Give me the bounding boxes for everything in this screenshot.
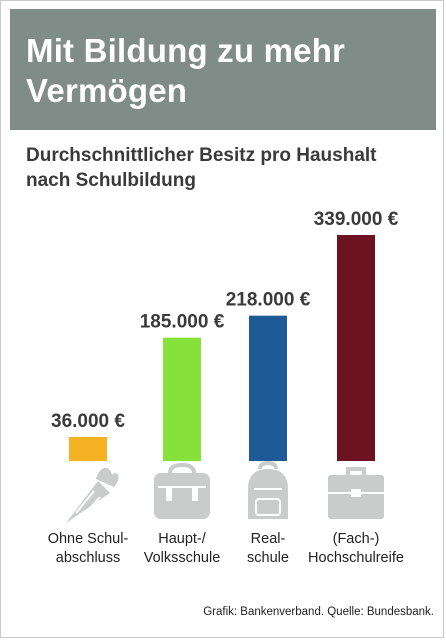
header-banner: Mit Bildung zu mehr Vermögen — [10, 9, 436, 130]
value-label-1: 36.000 € — [51, 411, 125, 432]
value-label-3: 218.000 € — [226, 290, 311, 311]
category-label-4: (Fach-) Hochschulreife — [308, 531, 404, 566]
value-label-2: 185.000 € — [140, 312, 225, 333]
bar-3 — [249, 315, 287, 461]
icons-layer — [66, 460, 384, 523]
page-title: Mit Bildung zu mehr Vermögen — [26, 32, 346, 109]
category-label-3: Real-schule — [247, 531, 289, 566]
source-credit: Grafik: Bankenverband. Quelle: Bundesban… — [203, 606, 434, 618]
chart-subtitle: Durchschnittlicher Besitz pro Haushalt n… — [26, 145, 377, 191]
category-label-1: Ohne Schul-abschluss — [48, 531, 129, 566]
bar-1 — [69, 437, 107, 461]
bar-4 — [337, 235, 375, 461]
bar-2 — [163, 337, 201, 461]
bars-layer — [69, 235, 375, 461]
school-cone-icon — [66, 467, 119, 523]
labels-layer: 36.000 € Ohne Schul-abschluss 185.000 € Hau… — [48, 209, 404, 566]
category-label-2: Haupt-/Volksschule — [144, 531, 221, 566]
satchel-icon — [154, 462, 210, 519]
backpack-icon — [248, 460, 288, 519]
briefcase-icon — [328, 467, 384, 519]
value-label-4: 339.000 € — [314, 209, 399, 230]
